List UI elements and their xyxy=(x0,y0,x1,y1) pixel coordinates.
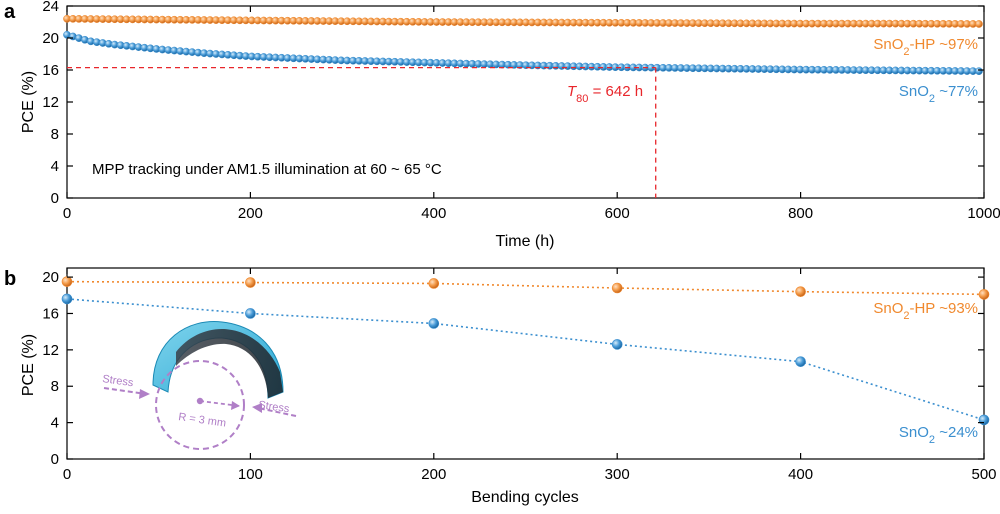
panel-a-y-axis-label: PCE (%) xyxy=(20,71,37,133)
panel-b-series-0-line xyxy=(66,280,985,296)
panel-b-series-0-point xyxy=(61,276,73,287)
x-tick-label: 400 xyxy=(421,205,446,222)
panel-label-b: b xyxy=(4,268,16,290)
y-tick-label: 4 xyxy=(51,415,59,432)
inset-stress-arrowhead-left xyxy=(139,389,150,399)
y-tick-label: 16 xyxy=(42,62,59,79)
y-tick-label: 8 xyxy=(51,378,59,395)
y-tick-label: 12 xyxy=(42,342,59,359)
x-tick-label: 400 xyxy=(788,466,813,483)
inset-stress-arrow-right xyxy=(257,407,297,417)
inset-bend-circle xyxy=(155,360,245,450)
panel-b-x-axis-label: Bending cycles xyxy=(471,489,579,506)
panel-b-series-1-point xyxy=(611,339,623,350)
x-tick-label: 200 xyxy=(238,205,263,222)
panel-b-series-1-point xyxy=(61,293,73,305)
x-tick-label: 100 xyxy=(238,466,263,483)
x-tick-label: 0 xyxy=(63,205,71,222)
panel-b-series-0-point xyxy=(245,277,256,288)
panel-a-series-hp-label: SnO2-HP ~97% xyxy=(873,36,978,58)
inset-radius-label: R = 3 mm xyxy=(178,411,227,430)
x-tick-label: 500 xyxy=(971,466,996,483)
y-tick-label: 16 xyxy=(42,305,59,322)
panel-a-series-0-point xyxy=(975,20,983,28)
bending-inset: Stress Stress R = 3 mm xyxy=(102,321,297,450)
x-tick-label: 0 xyxy=(63,466,71,483)
y-tick-label: 0 xyxy=(51,190,59,207)
y-tick-label: 12 xyxy=(42,94,59,111)
y-tick-label: 0 xyxy=(51,451,59,468)
y-tick-label: 8 xyxy=(51,126,59,143)
inset-radius-arrowhead xyxy=(231,401,240,410)
panel-a-annotation: MPP tracking under AM1.5 illumination at… xyxy=(92,161,442,178)
y-tick-label: 4 xyxy=(51,158,59,175)
panel-a-series-sno2-label: SnO2 ~77% xyxy=(899,83,978,105)
t80-label: T80 = 642 h xyxy=(567,83,643,105)
panel-label-a: a xyxy=(4,1,16,23)
y-tick-label: 20 xyxy=(42,269,59,286)
inset-device-layer xyxy=(176,328,283,398)
inset-stress-left-label: Stress xyxy=(102,373,135,389)
x-tick-label: 300 xyxy=(605,466,630,483)
panel-b-series-0-point xyxy=(611,282,623,294)
panel-b-series-1-line xyxy=(66,298,985,421)
panel-a-axes: 0 200 400 600 800 1000 0 4 8 12 16 20 24 xyxy=(42,0,1000,222)
panel-a-x-axis-label: Time (h) xyxy=(496,233,555,250)
panel-b-y-axis-label: PCE (%) xyxy=(20,334,37,396)
panel-b-series-1-point xyxy=(245,308,256,319)
y-tick-label: 20 xyxy=(42,30,59,47)
inset-stress-arrow-left xyxy=(103,387,147,395)
panel-b-series-1-point xyxy=(978,414,990,426)
panel-b: b Stress Stress R = 3 mm 0 100 200 300 400 50… xyxy=(4,267,997,506)
y-tick-label: 24 xyxy=(42,0,59,15)
panel-b-series-1-point xyxy=(795,356,806,367)
panel-a: a 0 200 400 600 800 1000 0 4 8 12 16 20 24 MPP track… xyxy=(4,0,1000,250)
panel-b-series-0-point xyxy=(428,278,440,289)
panel-b-series-0-point xyxy=(795,286,806,297)
x-tick-label: 1000 xyxy=(967,205,1000,222)
inset-stress-right-label: Stress xyxy=(258,399,291,415)
panel-b-axes: 0 100 200 300 400 500 0 4 8 12 16 20 xyxy=(42,268,997,483)
panel-b-series-0-point xyxy=(978,289,990,300)
x-tick-label: 800 xyxy=(788,205,813,222)
panel-b-frame xyxy=(66,267,985,460)
x-tick-label: 600 xyxy=(605,205,630,222)
inset-stress-arrowhead-right xyxy=(252,403,262,413)
panel-b-series-hp-label: SnO2-HP ~93% xyxy=(873,300,978,322)
panel-a-series-1-point xyxy=(975,67,983,76)
panel-a-marks xyxy=(63,14,983,198)
panel-b-marks xyxy=(61,276,990,426)
panel-b-series-1-point xyxy=(428,318,440,329)
x-tick-label: 200 xyxy=(421,466,446,483)
panel-b-series-sno2-label: SnO2 ~24% xyxy=(899,424,978,446)
